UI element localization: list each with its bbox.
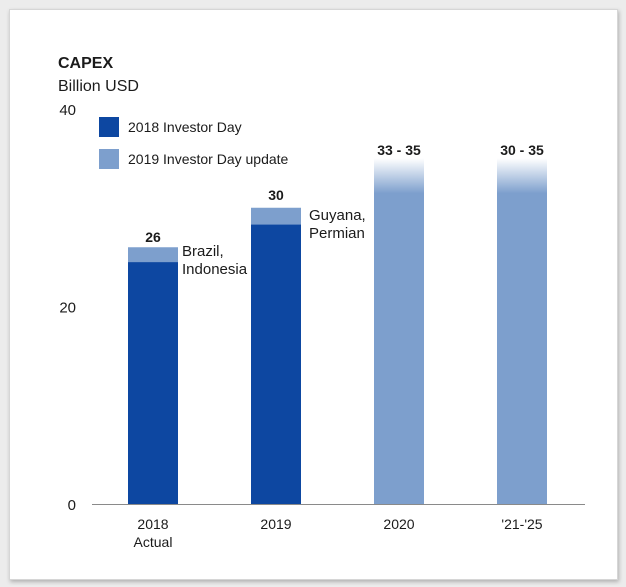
annotation-1: Guyana, Permian (309, 207, 366, 242)
chart-subtitle: Billion USD (58, 78, 139, 95)
bar-2019-update-2020 (374, 192, 424, 504)
legend-swatch-2018-investor-day (99, 117, 119, 137)
bar-2019-update-2019 (251, 207, 301, 225)
bar-2018-investor-day-2019 (251, 224, 301, 504)
y-tick-label-40: 40 (59, 102, 76, 119)
legend-swatch-2019-investor-day-update (99, 149, 119, 169)
bar-2018-investor-day-2018-actual (128, 262, 178, 504)
legend-label-2018-investor-day: 2018 Investor Day (128, 119, 242, 135)
bar-2019-update-2018-actual (128, 247, 178, 263)
total-label-2: 33 - 35 (377, 142, 421, 158)
y-tick-label-20: 20 (59, 300, 76, 317)
total-label-3: 30 - 35 (500, 142, 544, 158)
bar-2019-update-21-25 (497, 192, 547, 504)
total-label-0: 26 (145, 229, 161, 245)
chart-title: CAPEX (58, 55, 113, 72)
legend: 2018 Investor Day 2019 Investor Day upda… (99, 117, 289, 169)
x-tick-label-1: 2019 (260, 516, 291, 532)
y-tick-label-0: 0 (68, 497, 76, 514)
legend-label-2019-investor-day-update: 2019 Investor Day update (128, 151, 289, 167)
bar-2019-update-fade-2020 (374, 158, 424, 194)
bars (128, 158, 547, 504)
annotation-0: Brazil, Indonesia (182, 243, 248, 278)
x-tick-label-0: 2018 Actual (134, 516, 173, 550)
x-tick-label-3: '21-'25 (501, 516, 542, 532)
labels: 26 30 33 - 35 30 - 35 Brazil, Indonesia Guyana… (134, 142, 544, 550)
total-label-1: 30 (268, 187, 284, 203)
y-axis: 0 20 40 (59, 102, 76, 514)
bar-2019-update-fade-21-25 (497, 158, 547, 194)
x-tick-label-2: 2020 (383, 516, 414, 532)
